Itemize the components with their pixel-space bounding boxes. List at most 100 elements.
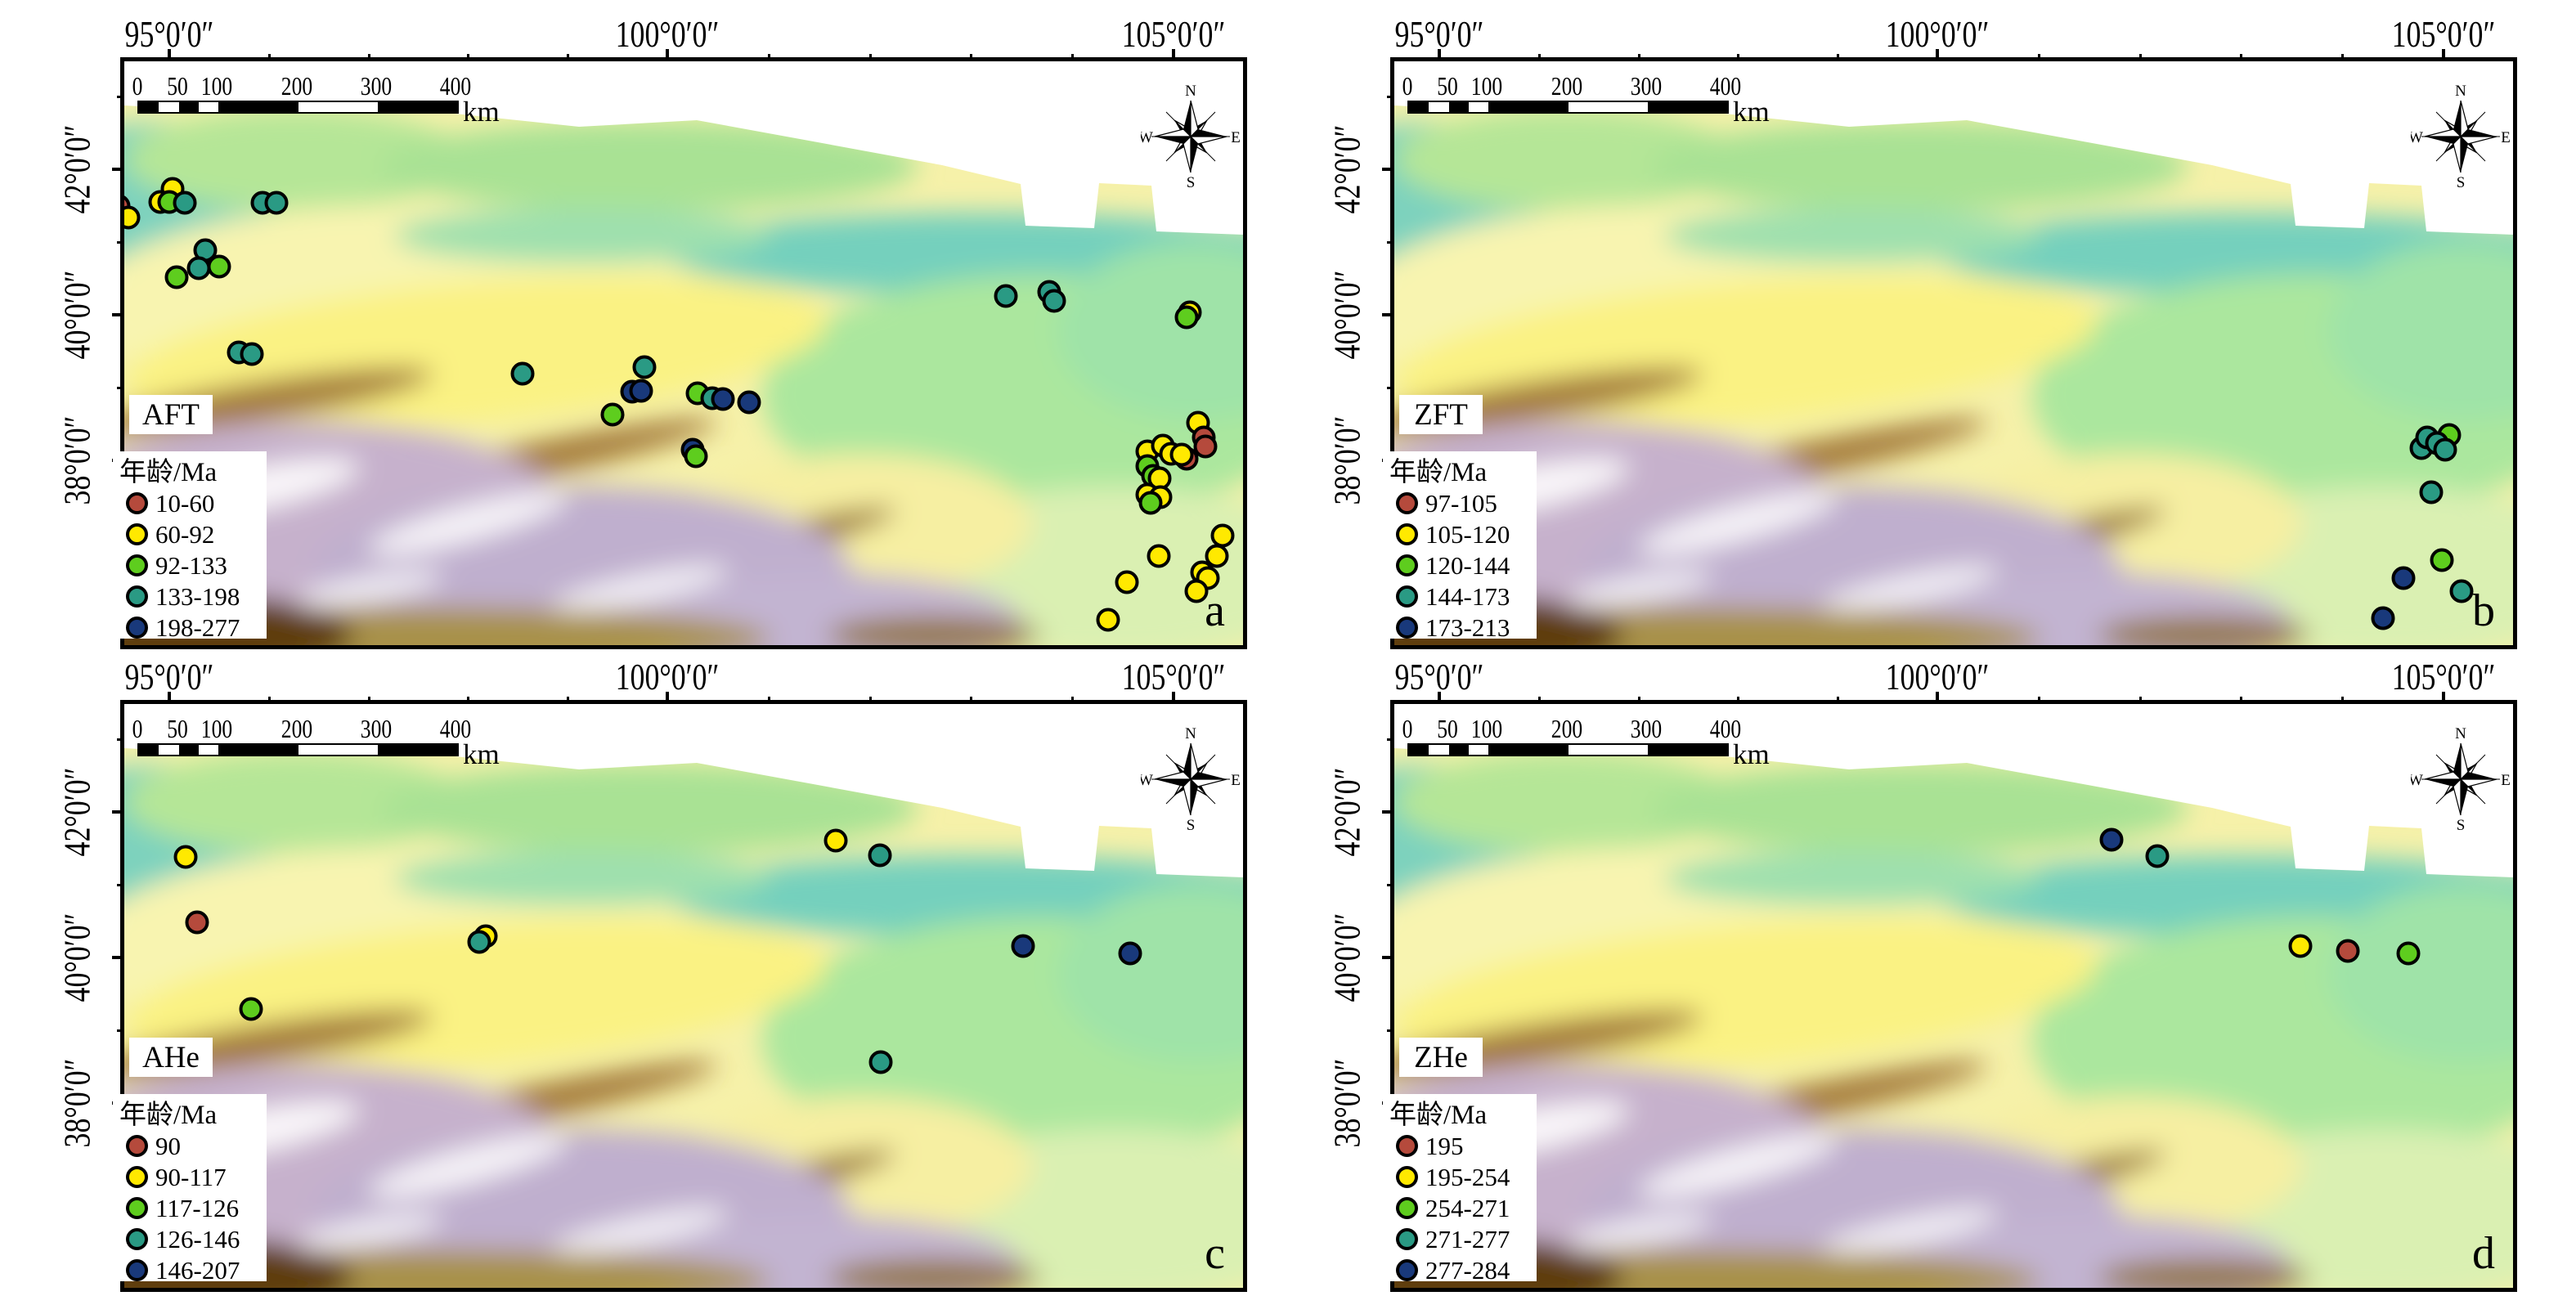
scale-bar-segment [1647, 102, 1727, 112]
scale-bar-number: 100 [201, 71, 233, 101]
green-marker-swatch [1396, 554, 1418, 576]
longitude-label: 105°0′0″ [2391, 656, 2496, 697]
longitude-label: 95°0′0″ [124, 656, 214, 697]
longitude-minor-tick [467, 697, 469, 704]
ahe-sample-point [868, 1050, 893, 1074]
legend-row: 254-271 [1383, 1192, 1537, 1223]
aft-sample-point [124, 205, 141, 230]
navy-marker-swatch [126, 1258, 148, 1281]
aft-sample-point [1138, 491, 1163, 515]
zhe-sample-point [2099, 827, 2124, 852]
map-panel-ahe: 0 50 100 200 300 400 km AHe 年龄/Ma 90 90-117 117… [56, 656, 1247, 1292]
scale-bar-number: 50 [166, 714, 188, 743]
scale-bar-number: 50 [1436, 714, 1458, 743]
aft-sample-point [510, 361, 535, 386]
longitude-major-tick [2442, 49, 2445, 61]
longitude-minor-tick [2240, 54, 2242, 61]
aft-sample-point [240, 342, 264, 366]
longitude-minor-tick [2139, 697, 2142, 704]
scale-bar-segment [1448, 745, 1469, 755]
legend-title: 年龄/Ma [119, 458, 218, 487]
scale-bar-number: 100 [1471, 714, 1503, 743]
scale-bar-labels: 0 50 100 200 300 400 [1402, 714, 1800, 743]
latitude-label: 38°0′0″ [56, 415, 98, 505]
ahe-sample-point [1011, 934, 1035, 958]
longitude-label: 105°0′0″ [1121, 656, 1226, 697]
longitude-major-tick [1438, 49, 1441, 61]
latitude-major-tick [1382, 168, 1394, 171]
longitude-minor-tick [1638, 54, 1640, 61]
scale-bar-number: 200 [280, 71, 312, 101]
aft-sample-point [173, 191, 197, 215]
latitude-minor-tick [1387, 884, 1394, 886]
legend-row: 117-126 [113, 1192, 267, 1223]
longitude-minor-tick [2341, 697, 2344, 704]
yellow-marker-swatch [1396, 1165, 1418, 1188]
scale-bar-bar [137, 743, 459, 756]
longitude-minor-tick [970, 54, 972, 61]
navy-marker-swatch [126, 616, 148, 639]
zhe-sample-point [2288, 934, 2313, 958]
teal-marker-swatch [126, 585, 148, 608]
green-marker-swatch [1396, 1196, 1418, 1219]
zft-sample-point [2391, 566, 2416, 590]
latitude-label: 38°0′0″ [1326, 415, 1368, 505]
aft-sample-point [1115, 570, 1139, 594]
legend-title: 年龄/Ma [1389, 458, 1488, 487]
latitude-minor-tick [117, 738, 124, 741]
scale-bar-number: 0 [132, 714, 143, 743]
scale-bar-number: 50 [1436, 71, 1458, 101]
longitude-minor-tick [1071, 697, 1074, 704]
latitude-minor-tick [117, 96, 124, 98]
latitude-minor-tick [117, 884, 124, 886]
latitude-major-tick [1382, 956, 1394, 959]
scale-bar-segment [159, 745, 179, 755]
longitude-label: 105°0′0″ [2391, 13, 2496, 55]
legend-range-label: 195-254 [1425, 1162, 1510, 1191]
latitude-minor-tick [1387, 738, 1394, 741]
longitude-minor-tick [2240, 697, 2242, 704]
scale-bar-segment [178, 745, 199, 755]
scale-bar-segment [198, 745, 219, 755]
zhe-sample-point [2145, 844, 2170, 868]
scale-bar-number: 50 [166, 71, 188, 101]
scale-bar-number: 0 [1402, 71, 1413, 101]
latitude-minor-tick [1387, 1029, 1394, 1032]
data-points-layer [1394, 704, 2513, 1288]
compass-rose-icon [1141, 83, 1241, 191]
scale-bar-number: 200 [1551, 714, 1582, 743]
legend-range-label: 144-173 [1425, 581, 1510, 611]
latitude-minor-tick [1387, 96, 1394, 98]
longitude-label: 100°0′0″ [615, 13, 720, 55]
scale-bar-number: 200 [280, 714, 312, 743]
red-marker-swatch [1396, 1134, 1418, 1157]
latitude-label: 42°0′0″ [56, 124, 98, 214]
legend-row: 133-198 [113, 581, 267, 612]
scale-bar-number: 0 [132, 71, 143, 101]
scale-bar-unit: km [463, 96, 500, 128]
longitude-major-tick [168, 692, 171, 704]
legend-range-label: 90-117 [155, 1162, 227, 1191]
legend-row: 195 [1383, 1130, 1537, 1161]
scale-bar: 0 50 100 200 300 400 km [132, 714, 530, 770]
scale-bar-labels: 0 50 100 200 300 400 [1402, 71, 1800, 101]
latitude-minor-tick [117, 241, 124, 244]
latitude-label: 40°0′0″ [56, 913, 98, 1002]
latitude-label: 38°0′0″ [1326, 1058, 1368, 1148]
scale-bar-number: 300 [1630, 71, 1662, 101]
legend-range-label: 60-92 [155, 519, 215, 549]
yellow-marker-swatch [126, 522, 148, 545]
data-points-layer [124, 704, 1243, 1288]
scale-bar-segment [218, 745, 298, 755]
longitude-minor-tick [869, 54, 872, 61]
scale-bar-number: 300 [360, 714, 392, 743]
panel-method-label: ZFT [1399, 395, 1483, 434]
longitude-minor-tick [2038, 54, 2040, 61]
legend-title: 年龄/Ma [119, 1101, 218, 1130]
latitude-minor-tick [1387, 241, 1394, 244]
ahe-sample-point [467, 930, 491, 954]
zft-sample-point [2433, 437, 2457, 462]
longitude-minor-tick [970, 697, 972, 704]
legend-range-label: 92-133 [155, 550, 227, 580]
scale-bar-labels: 0 50 100 200 300 400 [132, 71, 530, 101]
